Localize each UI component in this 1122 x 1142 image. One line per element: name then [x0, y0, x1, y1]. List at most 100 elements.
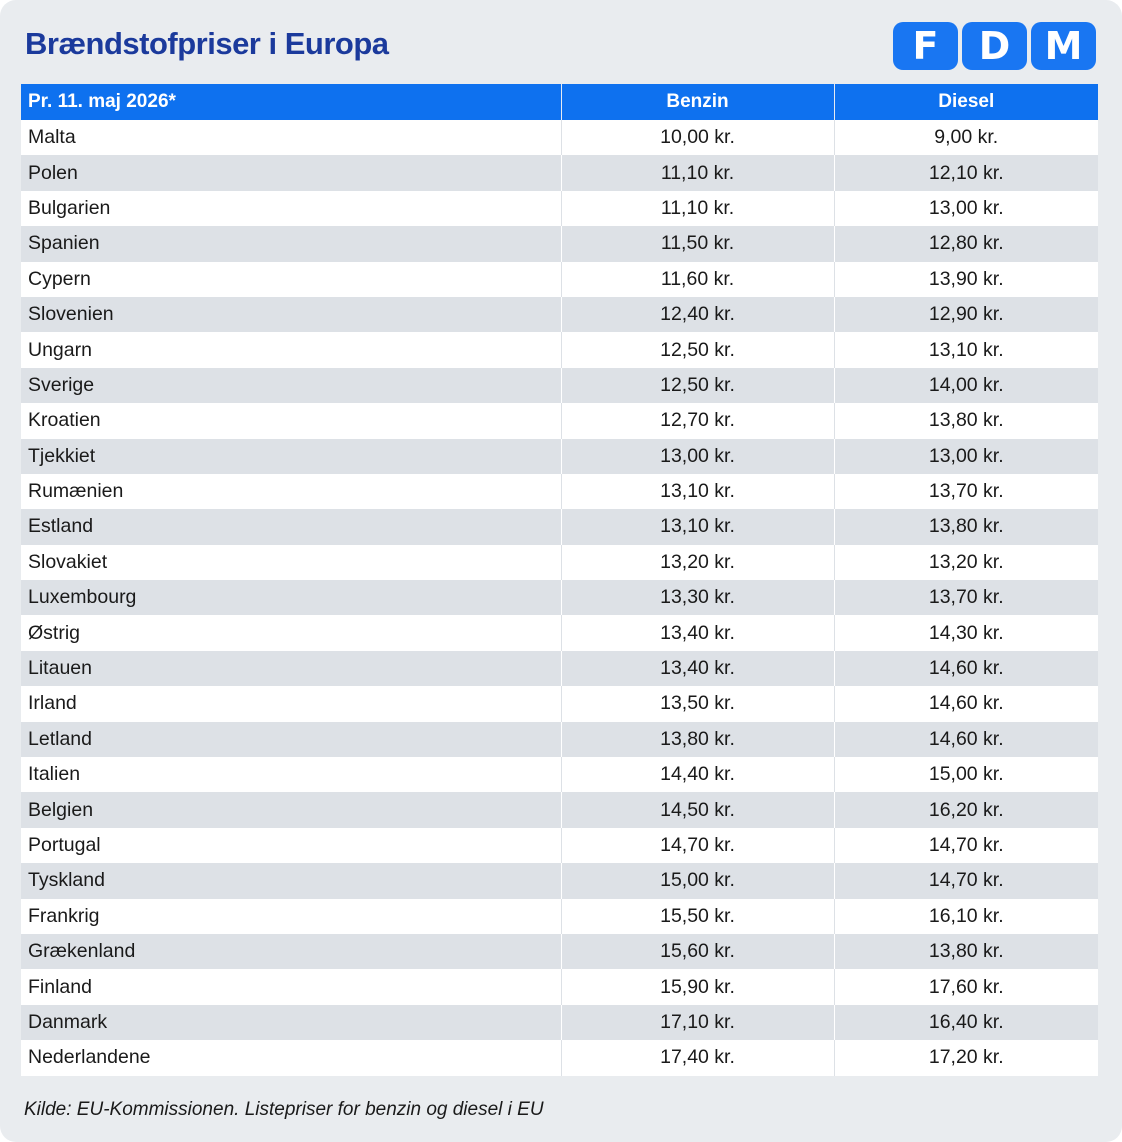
- table-row: Tjekkiet 13,00 kr. 13,00 kr.: [21, 438, 1098, 474]
- benzin-price-cell: 13,10 kr.: [561, 473, 835, 510]
- table-row: Italien 14,40 kr. 15,00 kr.: [21, 757, 1098, 793]
- diesel-price-cell: 17,20 kr.: [834, 1040, 1098, 1076]
- diesel-price-cell: 13,80 kr.: [834, 509, 1098, 545]
- country-cell: Rumænien: [21, 473, 562, 510]
- diesel-price-cell: 13,00 kr.: [834, 438, 1098, 474]
- country-cell: Danmark: [21, 1004, 562, 1041]
- benzin-price-cell: 13,80 kr.: [561, 721, 835, 758]
- table-row: Finland 15,90 kr. 17,60 kr.: [21, 969, 1098, 1005]
- diesel-price-cell: 14,70 kr.: [834, 863, 1098, 899]
- benzin-price-cell: 12,40 kr.: [561, 296, 835, 333]
- table-row: Østrig 13,40 kr. 14,30 kr.: [21, 615, 1098, 651]
- diesel-price-cell: 14,30 kr.: [834, 615, 1098, 651]
- benzin-price-cell: 15,00 kr.: [561, 863, 835, 899]
- table-row: Belgien 14,50 kr. 16,20 kr.: [21, 792, 1098, 828]
- country-cell: Grækenland: [21, 933, 562, 970]
- source-note: Kilde: EU-Kommissionen. Listepriser for …: [24, 1099, 544, 1120]
- logo-letter-f: F: [893, 22, 958, 70]
- diesel-price-cell: 13,80 kr.: [834, 933, 1098, 970]
- header-date: Pr. 11. maj 2026*: [21, 84, 562, 120]
- diesel-price-cell: 12,80 kr.: [834, 226, 1098, 262]
- benzin-price-cell: 14,50 kr.: [561, 792, 835, 828]
- diesel-price-cell: 13,80 kr.: [834, 403, 1098, 439]
- country-cell: Portugal: [21, 827, 562, 864]
- diesel-price-cell: 15,00 kr.: [834, 757, 1098, 793]
- table-row: Kroatien 12,70 kr. 13,80 kr.: [21, 403, 1098, 439]
- diesel-price-cell: 14,70 kr.: [834, 827, 1098, 864]
- country-cell: Luxembourg: [21, 580, 562, 616]
- table-row: Bulgarien 11,10 kr. 13,00 kr.: [21, 190, 1098, 227]
- table-body: Malta 10,00 kr. 9,00 kr. Polen 11,10 kr. 12,1…: [21, 120, 1098, 1076]
- diesel-price-cell: 14,60 kr.: [834, 686, 1098, 722]
- country-cell: Belgien: [21, 792, 562, 828]
- table-row: Irland 13,50 kr. 14,60 kr.: [21, 686, 1098, 722]
- benzin-price-cell: 11,10 kr.: [561, 155, 835, 191]
- benzin-price-cell: 10,00 kr.: [561, 120, 835, 156]
- table-row: Estland 13,10 kr. 13,80 kr.: [21, 509, 1098, 545]
- header-diesel: Diesel: [834, 84, 1098, 120]
- country-cell: Slovenien: [21, 296, 562, 333]
- benzin-price-cell: 15,50 kr.: [561, 898, 835, 934]
- diesel-price-cell: 12,90 kr.: [834, 296, 1098, 333]
- benzin-price-cell: 14,70 kr.: [561, 827, 835, 864]
- table-row: Portugal 14,70 kr. 14,70 kr.: [21, 827, 1098, 864]
- logo-letter-m: M: [1031, 22, 1096, 70]
- country-cell: Finland: [21, 969, 562, 1005]
- table-row: Nederlandene 17,40 kr. 17,20 kr.: [21, 1040, 1098, 1076]
- diesel-price-cell: 14,60 kr.: [834, 650, 1098, 687]
- country-cell: Slovakiet: [21, 544, 562, 581]
- country-cell: Irland: [21, 686, 562, 722]
- country-cell: Tjekkiet: [21, 438, 562, 474]
- country-cell: Polen: [21, 155, 562, 191]
- table-row: Tyskland 15,00 kr. 14,70 kr.: [21, 863, 1098, 899]
- table-header-row: Pr. 11. maj 2026* Benzin Diesel: [21, 84, 1098, 120]
- fdm-logo: F D M: [893, 22, 1096, 70]
- table-row: Grækenland 15,60 kr. 13,80 kr.: [21, 933, 1098, 970]
- country-cell: Italien: [21, 757, 562, 793]
- country-cell: Litauen: [21, 650, 562, 687]
- country-cell: Malta: [21, 120, 562, 156]
- benzin-price-cell: 13,00 kr.: [561, 438, 835, 474]
- benzin-price-cell: 15,60 kr.: [561, 933, 835, 970]
- benzin-price-cell: 13,20 kr.: [561, 544, 835, 581]
- table-row: Luxembourg 13,30 kr. 13,70 kr.: [21, 580, 1098, 616]
- table-row: Slovakiet 13,20 kr. 13,20 kr.: [21, 544, 1098, 581]
- table-row: Slovenien 12,40 kr. 12,90 kr.: [21, 296, 1098, 333]
- fuel-price-table: Pr. 11. maj 2026* Benzin Diesel Malta 10,…: [21, 84, 1098, 1076]
- diesel-price-cell: 14,60 kr.: [834, 721, 1098, 758]
- diesel-price-cell: 13,90 kr.: [834, 261, 1098, 297]
- country-cell: Spanien: [21, 226, 562, 262]
- benzin-price-cell: 11,10 kr.: [561, 190, 835, 227]
- country-cell: Tyskland: [21, 863, 562, 899]
- table-row: Polen 11,10 kr. 12,10 kr.: [21, 155, 1098, 191]
- benzin-price-cell: 12,70 kr.: [561, 403, 835, 439]
- benzin-price-cell: 13,30 kr.: [561, 580, 835, 616]
- diesel-price-cell: 13,00 kr.: [834, 190, 1098, 227]
- country-cell: Ungarn: [21, 332, 562, 368]
- diesel-price-cell: 13,70 kr.: [834, 473, 1098, 510]
- benzin-price-cell: 14,40 kr.: [561, 757, 835, 793]
- country-cell: Østrig: [21, 615, 562, 651]
- diesel-price-cell: 16,20 kr.: [834, 792, 1098, 828]
- benzin-price-cell: 11,60 kr.: [561, 261, 835, 297]
- table-row: Frankrig 15,50 kr. 16,10 kr.: [21, 898, 1098, 934]
- table-row: Litauen 13,40 kr. 14,60 kr.: [21, 650, 1098, 687]
- diesel-price-cell: 16,40 kr.: [834, 1004, 1098, 1041]
- country-cell: Sverige: [21, 367, 562, 404]
- header-benzin: Benzin: [561, 84, 835, 120]
- diesel-price-cell: 12,10 kr.: [834, 155, 1098, 191]
- table-row: Ungarn 12,50 kr. 13,10 kr.: [21, 332, 1098, 368]
- page-title: Brændstofpriser i Europa: [25, 26, 389, 61]
- benzin-price-cell: 15,90 kr.: [561, 969, 835, 1005]
- diesel-price-cell: 9,00 kr.: [834, 120, 1098, 156]
- country-cell: Letland: [21, 721, 562, 758]
- country-cell: Cypern: [21, 261, 562, 297]
- benzin-price-cell: 13,40 kr.: [561, 650, 835, 687]
- diesel-price-cell: 13,70 kr.: [834, 580, 1098, 616]
- country-cell: Bulgarien: [21, 190, 562, 227]
- diesel-price-cell: 14,00 kr.: [834, 367, 1098, 404]
- table-row: Danmark 17,10 kr. 16,40 kr.: [21, 1004, 1098, 1041]
- table-row: Cypern 11,60 kr. 13,90 kr.: [21, 261, 1098, 297]
- country-cell: Frankrig: [21, 898, 562, 934]
